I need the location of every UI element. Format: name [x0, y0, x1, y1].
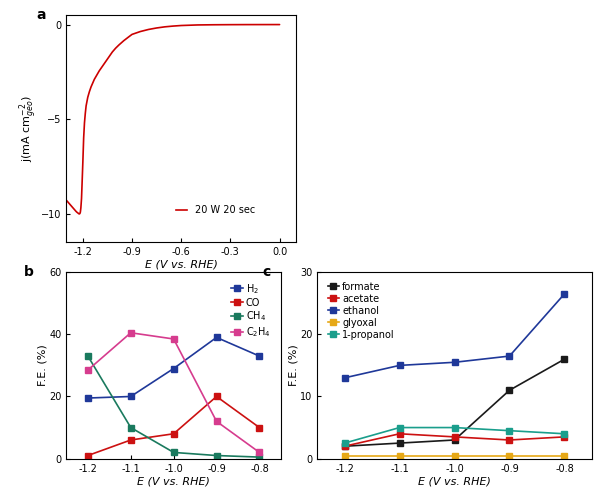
1-propanol [561, 431, 568, 437]
formate [396, 440, 403, 446]
Text: a: a [37, 9, 46, 22]
X-axis label: E (V vs. RHE): E (V vs. RHE) [137, 476, 210, 486]
1-propanol [396, 424, 403, 430]
C$_2$H$_4$ [127, 330, 135, 336]
CH$_4$ [85, 353, 92, 359]
Y-axis label: F.E. (%): F.E. (%) [289, 345, 298, 386]
H$_2$ [127, 394, 135, 400]
H$_2$ [256, 353, 263, 359]
CH$_4$ [213, 453, 220, 459]
C$_2$H$_4$ [170, 336, 178, 342]
CH$_4$ [127, 424, 135, 430]
Legend: 20 W 20 sec: 20 W 20 sec [172, 201, 259, 219]
ethanol [341, 375, 348, 381]
CO [170, 431, 178, 437]
Line: ethanol: ethanol [342, 291, 567, 381]
Y-axis label: F.E. (%): F.E. (%) [38, 345, 48, 386]
H$_2$ [85, 395, 92, 401]
C$_2$H$_4$ [85, 367, 92, 373]
CO [256, 424, 263, 430]
glyoxal [341, 453, 348, 459]
Line: CH$_4$: CH$_4$ [85, 353, 262, 460]
formate [451, 437, 458, 443]
glyoxal [561, 453, 568, 459]
Y-axis label: j(mA cm$_{geo}^{-2}$): j(mA cm$_{geo}^{-2}$) [18, 95, 40, 162]
Line: 1-propanol: 1-propanol [342, 425, 567, 446]
CO [213, 394, 220, 400]
X-axis label: E (V vs. RHE): E (V vs. RHE) [145, 260, 217, 270]
C$_2$H$_4$ [256, 450, 263, 456]
acetate [561, 434, 568, 440]
H$_2$ [170, 365, 178, 371]
glyoxal [396, 453, 403, 459]
ethanol [506, 353, 513, 359]
formate [341, 443, 348, 449]
ethanol [396, 362, 403, 368]
Text: c: c [262, 265, 271, 279]
Line: acetate: acetate [342, 431, 567, 449]
Text: b: b [24, 265, 33, 279]
C$_2$H$_4$ [213, 418, 220, 424]
acetate [451, 434, 458, 440]
Line: C$_2$H$_4$: C$_2$H$_4$ [85, 330, 262, 455]
CH$_4$ [170, 450, 178, 456]
glyoxal [506, 453, 513, 459]
formate [561, 356, 568, 362]
1-propanol [506, 427, 513, 433]
Line: glyoxal: glyoxal [342, 453, 567, 458]
acetate [396, 431, 403, 437]
Legend: H$_2$, CO, CH$_4$, C$_2$H$_4$: H$_2$, CO, CH$_4$, C$_2$H$_4$ [228, 279, 274, 342]
CO [127, 437, 135, 443]
CH$_4$ [256, 454, 263, 460]
1-propanol [341, 440, 348, 446]
1-propanol [451, 424, 458, 430]
Line: CO: CO [85, 394, 262, 458]
Legend: formate, acetate, ethanol, glyoxal, 1-propanol: formate, acetate, ethanol, glyoxal, 1-pr… [325, 279, 398, 343]
acetate [506, 437, 513, 443]
Line: H$_2$: H$_2$ [85, 335, 262, 401]
acetate [341, 443, 348, 449]
H$_2$ [213, 335, 220, 341]
ethanol [451, 359, 458, 365]
CO [85, 453, 92, 459]
ethanol [561, 291, 568, 297]
Line: formate: formate [342, 356, 567, 449]
glyoxal [451, 453, 458, 459]
formate [506, 387, 513, 393]
X-axis label: E (V vs. RHE): E (V vs. RHE) [418, 476, 491, 486]
